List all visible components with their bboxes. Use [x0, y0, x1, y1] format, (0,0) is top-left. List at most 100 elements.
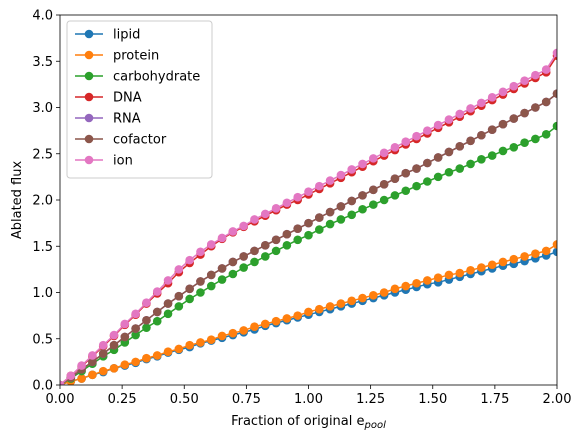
data-point: [315, 213, 324, 222]
data-point: [412, 164, 421, 173]
data-point: [433, 172, 443, 182]
data-point: [131, 357, 140, 367]
data-point: [185, 255, 194, 265]
data-point: [163, 276, 173, 285]
data-point: [401, 186, 411, 196]
data-point: [401, 168, 411, 178]
legend-marker: [84, 113, 94, 123]
data-point: [325, 176, 335, 185]
data-point: [152, 316, 162, 326]
data-point: [260, 241, 270, 250]
data-point: [260, 209, 270, 219]
y-tick-label: 3.5: [32, 55, 53, 70]
data-point: [185, 340, 194, 350]
data-point: [60, 380, 65, 385]
data-point: [455, 268, 465, 278]
data-point: [336, 299, 346, 308]
data-point: [358, 293, 367, 303]
legend-marker: [84, 92, 94, 102]
data-point: [336, 215, 346, 224]
data-point: [239, 221, 248, 231]
data-point: [531, 103, 540, 112]
legend-item-DNA: DNA: [75, 91, 142, 106]
data-point: [271, 246, 281, 256]
data-point: [142, 323, 151, 332]
data-point: [228, 269, 238, 279]
data-point: [196, 288, 205, 297]
data-point: [185, 294, 194, 304]
data-point: [379, 288, 389, 297]
data-point: [196, 247, 205, 257]
data-point: [433, 120, 443, 130]
data-point: [293, 192, 302, 202]
x-axis-label: Fraction of original epool: [231, 414, 386, 431]
data-point: [477, 130, 486, 140]
data-point: [196, 338, 205, 347]
data-point: [390, 191, 400, 200]
data-point: [531, 70, 540, 80]
data-point: [152, 287, 162, 296]
data-point: [477, 263, 486, 272]
data-point: [185, 284, 194, 294]
data-point: [347, 196, 357, 206]
data-point: [477, 98, 486, 108]
y-axis-label: Ablated flux: [10, 161, 25, 240]
data-point: [498, 257, 508, 267]
legend-label: cofactor: [113, 133, 167, 148]
y-tick-label: 4.0: [32, 9, 53, 24]
y-tick-label: 1.5: [32, 240, 53, 255]
legend-marker: [84, 155, 94, 165]
data-point: [206, 270, 216, 280]
data-point: [498, 119, 508, 129]
data-point: [98, 349, 108, 358]
data-point: [315, 225, 324, 234]
x-tick-label: 1.50: [418, 392, 447, 407]
data-point: [433, 273, 443, 283]
data-point: [98, 366, 108, 376]
data-point: [541, 97, 551, 107]
data-point: [444, 270, 454, 280]
data-point: [477, 155, 486, 164]
legend-label: ion: [113, 154, 133, 169]
data-point: [520, 252, 529, 261]
data-point: [293, 311, 302, 320]
data-point: [423, 177, 432, 186]
data-point: [401, 281, 411, 291]
data-point: [196, 277, 205, 286]
data-point: [120, 319, 130, 329]
x-axis-label-subscript: pool: [364, 420, 387, 431]
data-point: [552, 48, 557, 58]
data-point: [347, 210, 357, 220]
data-point: [120, 332, 130, 342]
data-point: [109, 340, 119, 350]
data-point: [498, 146, 508, 156]
data-point: [541, 130, 551, 139]
series-ion: [60, 48, 557, 385]
data-point: [531, 249, 540, 258]
data-point: [498, 87, 508, 97]
data-point: [217, 264, 227, 273]
x-tick-label: 2.00: [543, 392, 572, 407]
data-point: [77, 361, 86, 370]
data-point: [239, 252, 248, 261]
data-point: [509, 142, 519, 152]
legend-marker: [84, 71, 94, 81]
data-point: [455, 164, 465, 173]
legend-marker: [84, 29, 94, 39]
data-point: [66, 371, 76, 381]
data-point: [304, 307, 313, 317]
legend-item-carbohydrate: carbohydrate: [75, 70, 200, 85]
data-point: [142, 315, 151, 325]
y-tick-label: 3.0: [32, 101, 53, 116]
data-point: [466, 136, 475, 146]
data-point: [552, 121, 557, 131]
x-tick-label: 0.25: [108, 392, 137, 407]
data-point: [142, 353, 151, 363]
data-point: [206, 240, 216, 249]
series-cofactor: [60, 89, 557, 385]
data-point: [455, 109, 465, 119]
data-point: [217, 275, 227, 284]
data-point: [379, 148, 389, 158]
data-point: [131, 330, 140, 340]
data-point: [131, 324, 140, 333]
